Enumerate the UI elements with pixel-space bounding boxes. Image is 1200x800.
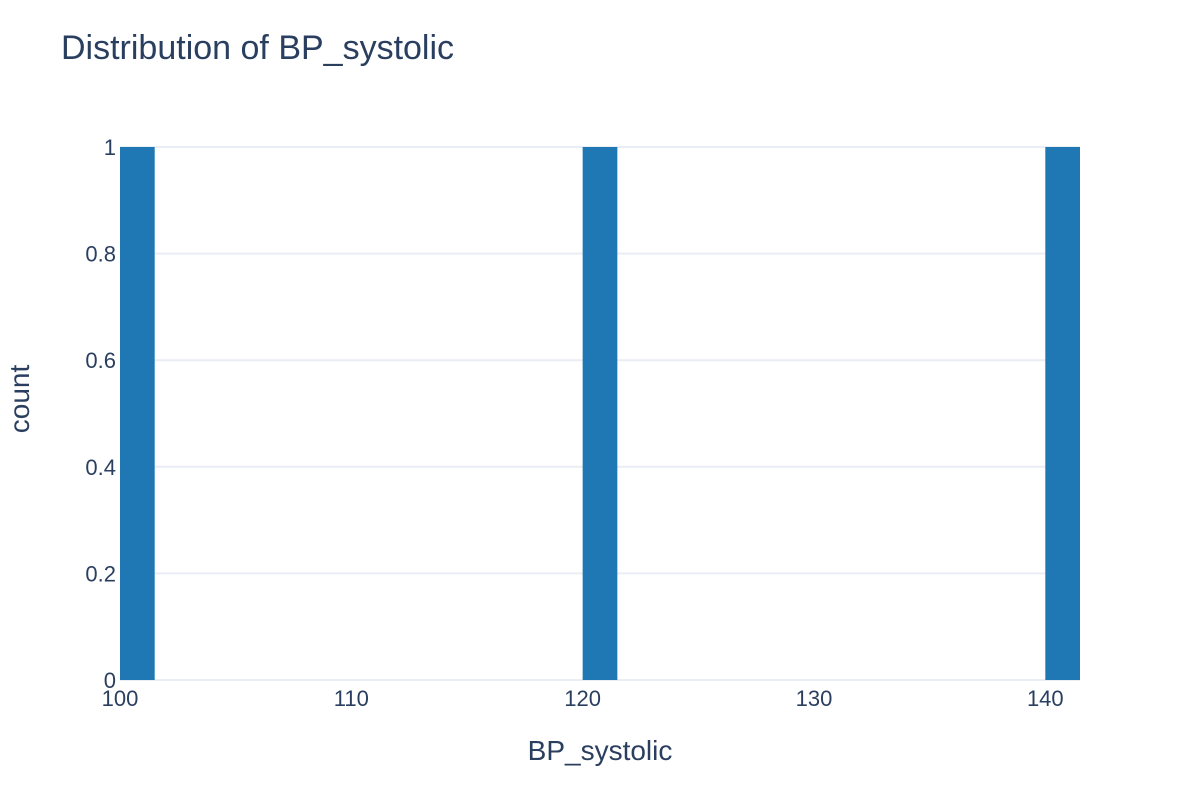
histogram-bar[interactable] [582, 147, 618, 680]
x-tick-labels: 100 110 120 130 140 [102, 686, 1064, 711]
y-tick-label: 0.2 [85, 561, 116, 586]
x-tick-label: 140 [1027, 686, 1064, 711]
x-tick-label: 120 [564, 686, 601, 711]
x-tick-label: 130 [796, 686, 833, 711]
y-axis-title: count [4, 365, 35, 434]
x-axis-title: BP_systolic [528, 735, 673, 766]
y-tick-label: 0.4 [85, 455, 116, 480]
x-tick-label: 110 [334, 686, 369, 711]
y-tick-labels: 0 0.2 0.4 0.6 0.8 1 [85, 135, 116, 693]
chart-title: Distribution of BP_systolic [61, 29, 454, 67]
y-tick-label: 1 [104, 135, 116, 160]
y-tick-label: 0 [104, 668, 116, 693]
histogram-bar[interactable] [120, 147, 155, 680]
y-tick-label: 0.6 [85, 348, 116, 373]
y-tick-label: 0.8 [85, 242, 116, 267]
histogram-bar[interactable] [1045, 147, 1080, 680]
bars-layer [120, 147, 1080, 680]
x-tick-label: 100 [102, 686, 139, 711]
